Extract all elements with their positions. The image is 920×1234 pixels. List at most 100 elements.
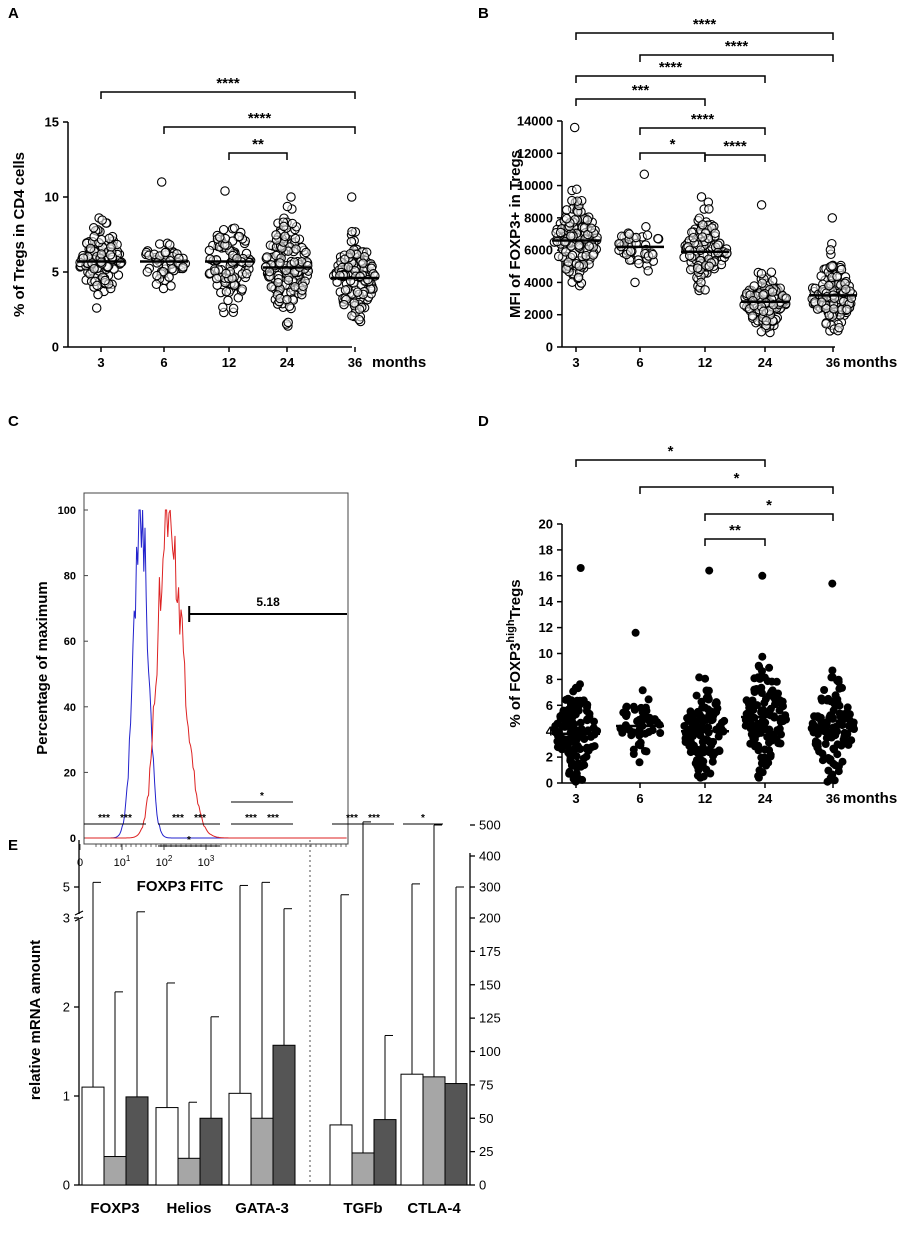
data-point	[761, 709, 770, 718]
data-point	[696, 713, 705, 722]
right-tick-label: 125	[479, 1011, 501, 1026]
category-label: TGFb	[343, 1200, 382, 1217]
data-point	[167, 264, 177, 274]
data-point	[760, 745, 769, 754]
data-point	[845, 710, 854, 719]
data-point	[688, 232, 699, 243]
y-tick-label: 40	[64, 702, 76, 714]
data-point	[813, 712, 822, 721]
data-point	[829, 723, 838, 732]
data-point	[820, 686, 829, 694]
data-point	[283, 275, 294, 285]
category-label: Helios	[166, 1200, 211, 1217]
data-point	[704, 204, 714, 214]
data-point	[818, 696, 826, 705]
data-point	[630, 705, 639, 714]
bar-GATA-3-2	[250, 1117, 274, 1186]
data-point	[571, 184, 582, 195]
data-point	[778, 697, 787, 706]
significance-label: ***	[194, 813, 206, 824]
data-point	[218, 302, 228, 313]
y-tick-label: 6000	[524, 243, 553, 258]
data-point	[582, 743, 591, 752]
significance-label: *	[668, 443, 674, 460]
data-point	[96, 249, 107, 259]
x-tick-label: 36	[348, 355, 362, 370]
data-point	[220, 186, 230, 196]
data-point	[283, 317, 293, 328]
data-point	[648, 249, 658, 260]
data-point	[685, 712, 694, 721]
point-group-6	[614, 169, 664, 288]
data-point	[635, 729, 644, 738]
right-tick-label: 0	[479, 1178, 486, 1193]
data-point	[569, 122, 580, 133]
data-point	[765, 738, 773, 747]
data-point	[747, 720, 756, 729]
x-tick-label: 12	[222, 355, 236, 370]
y-tick-label: 8000	[524, 210, 553, 225]
data-point	[164, 272, 174, 282]
data-point	[271, 230, 281, 240]
data-point	[695, 245, 706, 255]
data-point	[767, 688, 776, 697]
data-point	[567, 195, 577, 206]
significance-bracket	[704, 513, 834, 521]
data-point	[689, 741, 698, 750]
data-point	[826, 774, 835, 783]
point-group-12	[680, 566, 729, 782]
data-point	[582, 215, 593, 225]
data-point	[642, 747, 651, 756]
y-tick-label: 2	[546, 750, 553, 765]
bar-TGFb-1	[329, 1124, 353, 1186]
significance-label: ****	[216, 75, 240, 92]
data-point	[568, 759, 577, 768]
data-point	[560, 237, 570, 247]
data-point	[766, 267, 777, 277]
data-point	[764, 758, 773, 767]
data-point	[100, 275, 110, 286]
right-tick-label: 400	[479, 849, 501, 864]
data-point	[812, 304, 823, 314]
significance-label: ****	[723, 138, 747, 155]
data-point	[741, 721, 750, 730]
significance-bracket	[704, 154, 766, 162]
data-point	[704, 261, 715, 272]
data-point	[287, 218, 298, 229]
data-point	[578, 775, 587, 784]
x-tick-label: 24	[758, 355, 773, 370]
data-point	[648, 726, 657, 735]
data-point	[705, 737, 714, 746]
data-point	[762, 725, 770, 734]
data-point	[642, 230, 653, 240]
y-tick-label: 0	[546, 340, 553, 355]
point-group-24	[741, 571, 790, 782]
y-tick-label: 80	[64, 571, 76, 583]
data-point	[826, 755, 835, 764]
data-point	[152, 270, 162, 281]
significance-label: ****	[691, 111, 715, 128]
data-point	[832, 271, 842, 282]
data-point	[742, 696, 751, 705]
x-tick-label: 36	[826, 791, 840, 806]
data-point	[339, 299, 349, 310]
significance-label: ***	[172, 813, 184, 824]
data-point	[697, 220, 708, 230]
data-point	[700, 285, 710, 295]
category-label: GATA-3	[235, 1200, 289, 1217]
data-point	[821, 319, 831, 329]
y-tick-label: 2000	[524, 307, 553, 322]
data-point	[680, 722, 689, 730]
histogram-isotype	[85, 509, 347, 839]
data-point	[747, 311, 758, 321]
data-point	[630, 277, 640, 288]
right-tick-label: 75	[479, 1077, 493, 1092]
y-axis-label: Percentage of maximum	[34, 581, 51, 754]
data-point	[553, 743, 562, 752]
significance-label: ***	[98, 813, 110, 824]
data-point	[749, 281, 759, 291]
y-tick-label: 20	[539, 517, 553, 532]
point-group-24	[260, 192, 314, 331]
data-point	[842, 738, 851, 746]
x-axis-label: FOXP3 FITC	[137, 878, 224, 895]
